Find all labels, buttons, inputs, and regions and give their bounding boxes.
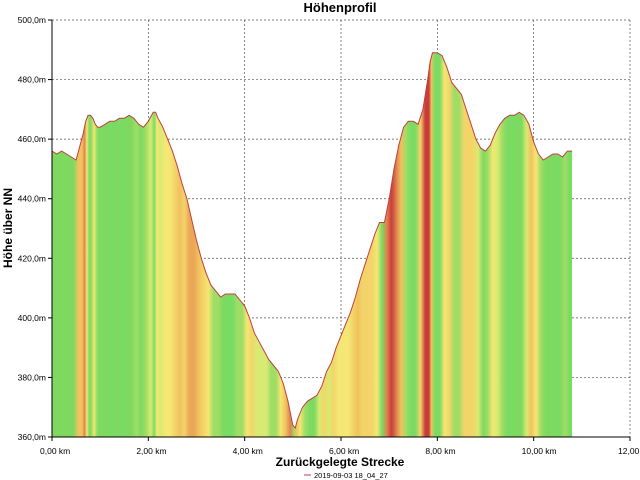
x-tick-label: 0,00 km <box>40 446 70 456</box>
y-tick-label: 380,0m <box>18 372 46 382</box>
y-tick-label: 440,0m <box>18 194 46 204</box>
legend-label: 2019-09-03 18_04_27 <box>314 471 388 480</box>
x-axis-label: Zurückgelegte Strecke <box>276 455 405 469</box>
x-tick-label: 2,00 km <box>136 446 166 456</box>
elevation-area <box>51 52 573 437</box>
y-tick-label: 460,0m <box>18 134 46 144</box>
y-tick-label: 500,0m <box>18 15 46 25</box>
chart-title: Höhenprofil <box>304 0 377 15</box>
x-tick-label: 6,00 km <box>329 446 359 456</box>
y-tick-label: 360,0m <box>18 432 46 442</box>
x-tick-label: 10,00 km <box>522 446 557 456</box>
x-tick-label: 8,00 km <box>425 446 455 456</box>
y-axis-label: Höhe über NN <box>1 188 15 268</box>
x-tick-label: 12,00 km <box>618 446 640 456</box>
x-tick-label: 4,00 km <box>233 446 263 456</box>
legend: 2019-09-03 18_04_27 <box>304 471 388 480</box>
y-tick-label: 480,0m <box>18 75 46 85</box>
x-tick-labels: 0,00 km 2,00 km 4,00 km 6,00 km 8,00 km 10,00… <box>40 437 640 456</box>
y-tick-label: 420,0m <box>18 253 46 263</box>
series-line <box>51 52 573 430</box>
y-tick-labels: 360,0m 380,0m 400,0m 420,0m 440,0m 460,0m 480,… <box>18 15 52 442</box>
y-tick-label: 400,0m <box>18 313 46 323</box>
slope-colored-area <box>52 52 573 437</box>
